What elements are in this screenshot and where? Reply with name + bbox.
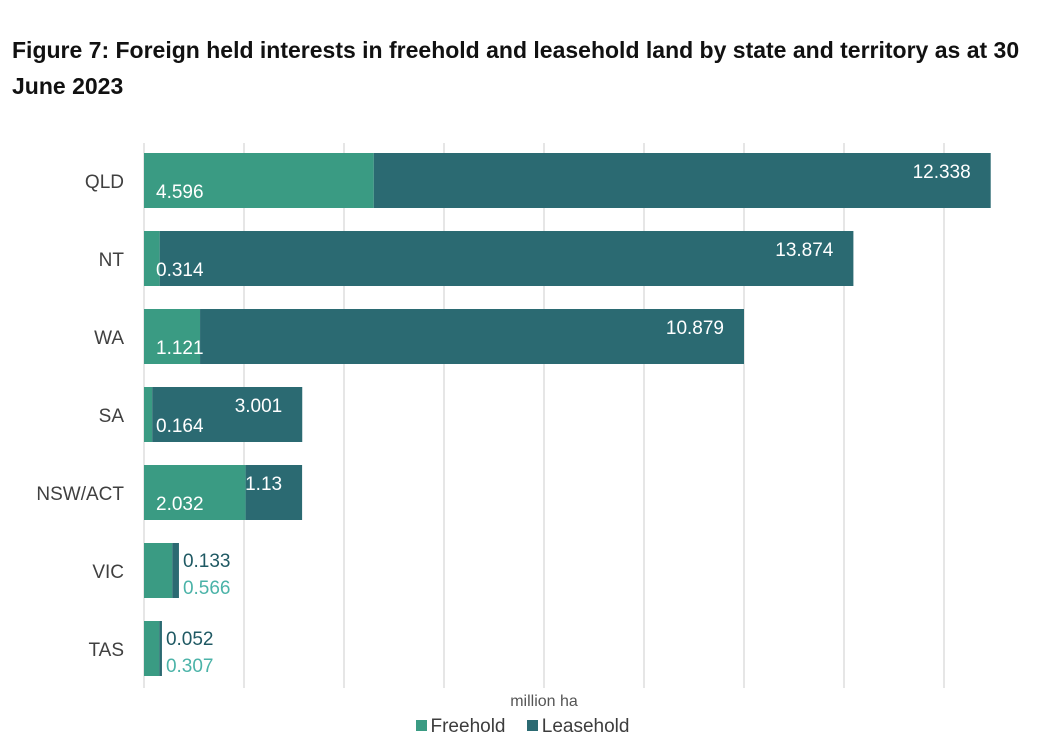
leasehold-value-label: 10.879 [666, 318, 724, 339]
leasehold-bar [159, 231, 854, 286]
freehold-value-label: 1.121 [156, 338, 204, 359]
leasehold-value-label: 0.133 [183, 551, 231, 572]
leasehold-value-label: 3.001 [235, 396, 283, 417]
category-label: NT [99, 250, 125, 271]
category-label: VIC [92, 562, 124, 583]
category-label: WA [94, 328, 124, 349]
freehold-bar [144, 621, 160, 676]
category-label: TAS [88, 640, 124, 661]
leasehold-value-label: 12.338 [913, 162, 971, 183]
chart-legend: Freehold Leasehold [0, 716, 1045, 738]
legend-label-freehold: Freehold [430, 716, 506, 737]
leasehold-value-label: 13.874 [775, 240, 834, 261]
legend-item-leasehold: Leasehold [526, 716, 630, 738]
freehold-bar [144, 153, 374, 208]
freehold-bar [144, 231, 160, 286]
leasehold-bar [200, 309, 745, 364]
leasehold-value-label: 0.052 [166, 629, 214, 650]
leasehold-value-label: 1.13 [245, 474, 282, 495]
freehold-bar [144, 543, 173, 598]
category-label: SA [99, 406, 125, 427]
chart-title: Figure 7: Foreign held interests in free… [12, 37, 1020, 99]
leasehold-bar [172, 543, 179, 598]
freehold-bar [144, 387, 153, 442]
legend-item-freehold: Freehold [415, 716, 506, 738]
leasehold-bar [159, 621, 162, 676]
freehold-value-label: 0.164 [156, 416, 204, 437]
freehold-value-label: 4.596 [156, 182, 204, 203]
leasehold-bar [152, 387, 303, 442]
freehold-swatch [415, 720, 427, 731]
leasehold-bar [245, 465, 303, 520]
leasehold-bar [373, 153, 991, 208]
freehold-value-label: 2.032 [156, 494, 204, 515]
leasehold-swatch [526, 720, 538, 731]
freehold-value-label: 0.314 [156, 260, 204, 281]
freehold-value-label: 0.566 [183, 578, 231, 599]
freehold-value-label: 0.307 [166, 656, 214, 677]
freehold-bar [144, 309, 201, 364]
category-label: NSW/ACT [36, 484, 124, 505]
category-label: QLD [85, 172, 124, 193]
x-axis-label: million ha [510, 693, 578, 710]
freehold-bar [144, 465, 246, 520]
legend-label-leasehold: Leasehold [541, 716, 630, 737]
